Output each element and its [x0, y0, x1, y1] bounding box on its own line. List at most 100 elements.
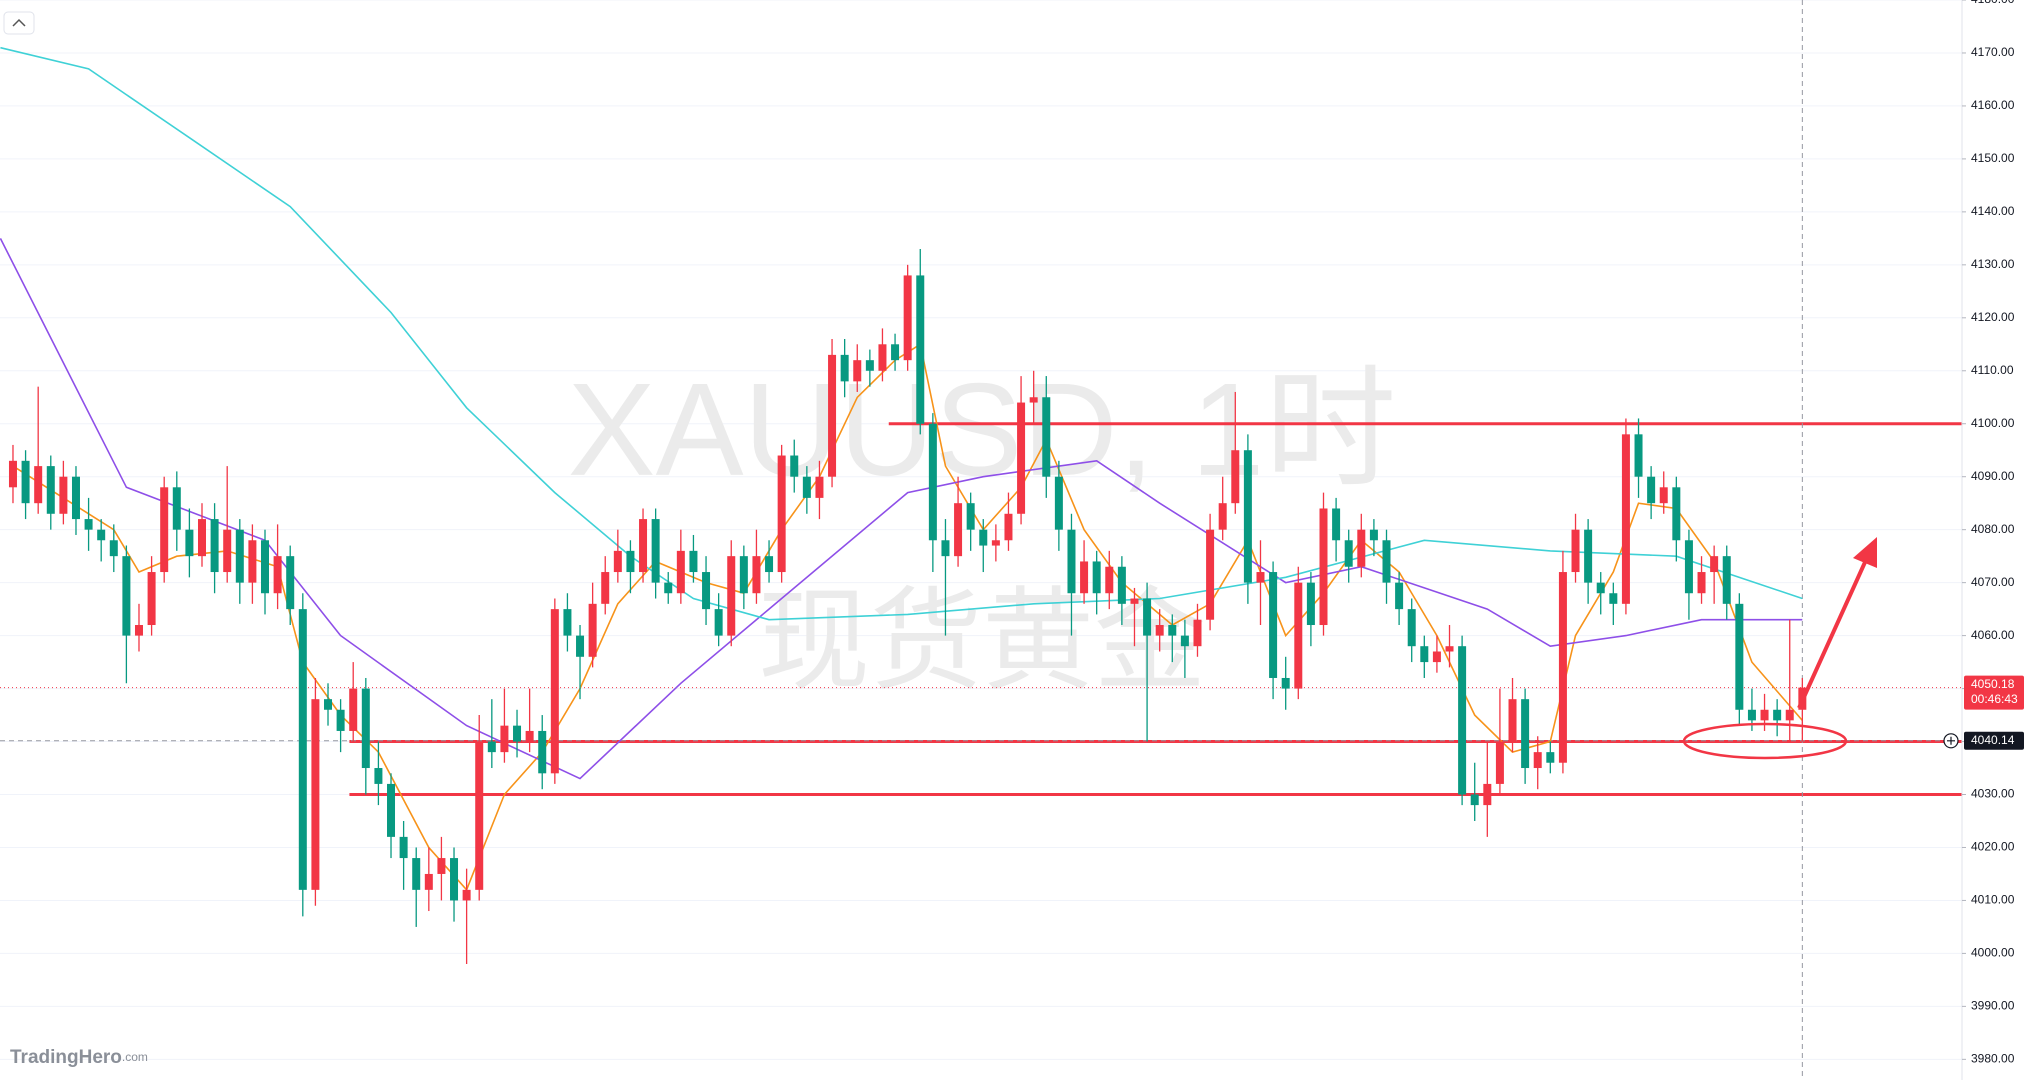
candle-body [248, 540, 257, 583]
candle-body [1760, 709, 1769, 721]
candle-body [1495, 741, 1504, 784]
candle-body [601, 572, 610, 604]
candle-body [1206, 529, 1215, 620]
candle-body [1445, 646, 1454, 652]
candle-body [777, 455, 786, 573]
candle-body [1571, 529, 1580, 573]
candle-body [450, 858, 459, 901]
candle-body [147, 572, 156, 626]
y-tick-label: 4170.00 [1971, 45, 2015, 59]
highlight-ellipse [1682, 722, 1848, 760]
candle-body [840, 354, 849, 382]
last-price-label: 4050.18 [1971, 677, 2015, 691]
y-tick-label: 4130.00 [1971, 257, 2015, 271]
candle-body [1105, 566, 1114, 594]
last-price-badge [1964, 675, 2024, 710]
candle-body [59, 476, 68, 514]
candle-body [891, 344, 900, 361]
y-tick-label: 4160.00 [1971, 98, 2015, 112]
moving-average-line [0, 46, 1803, 621]
candle-body [1458, 646, 1467, 795]
candle-body [1168, 625, 1177, 636]
candle-body [134, 625, 143, 636]
candle-body [1684, 540, 1693, 594]
candle-body [1306, 582, 1315, 626]
candle-body [109, 540, 118, 557]
y-tick-label: 4030.00 [1971, 787, 2015, 801]
candle-body [878, 344, 887, 371]
candle-body [1672, 487, 1681, 541]
candle-body [1269, 572, 1278, 678]
y-tick-label: 4140.00 [1971, 204, 2015, 218]
candle-body [1773, 709, 1782, 721]
candle-body [538, 730, 547, 774]
candle-body [752, 556, 761, 594]
candle-body [790, 455, 799, 477]
candle-body [1029, 397, 1038, 403]
candle-body [437, 858, 446, 874]
candle-body [651, 519, 660, 583]
candle-body [1067, 529, 1076, 594]
candle-body [1634, 434, 1643, 477]
candle-body [1621, 434, 1630, 604]
candle-body [1747, 709, 1756, 721]
candle-body [1546, 752, 1555, 763]
candle-body [1294, 582, 1303, 689]
candle-body [626, 550, 635, 573]
candle-body [8, 460, 17, 488]
candle-body [739, 556, 748, 594]
candle-body [1432, 651, 1441, 663]
candle-body [1395, 582, 1404, 610]
candle-body [979, 529, 988, 546]
y-tick-label: 4020.00 [1971, 840, 2015, 854]
brand-logo: TradingHero.com [10, 1047, 148, 1068]
candle-body [550, 609, 559, 774]
candle-body [1735, 603, 1744, 710]
candle-body [1193, 619, 1202, 647]
candle-body [1004, 513, 1013, 541]
candle-body [223, 529, 232, 573]
y-tick-label: 4180.00 [1971, 0, 2015, 6]
candle-body [21, 460, 30, 504]
candle-body [1508, 699, 1517, 742]
candle-body [1697, 572, 1706, 594]
candle-body [1130, 598, 1139, 604]
candle-body [1281, 677, 1290, 689]
candle-body [500, 725, 509, 753]
candle-body [46, 466, 55, 514]
candle-body [273, 556, 282, 594]
candle-body [1710, 556, 1719, 573]
candle-body [1722, 556, 1731, 604]
candle-body [336, 709, 345, 731]
candle-body [1584, 529, 1593, 583]
crosshair-badge [1964, 731, 2024, 750]
candle-body [903, 275, 912, 361]
candle-body [412, 858, 421, 890]
candle-body [487, 741, 496, 753]
candle-body [1483, 783, 1492, 806]
collapse-icon [12, 18, 26, 27]
candle-body [714, 609, 723, 636]
candle-body [1117, 566, 1126, 604]
plot-layer [0, 0, 1962, 1080]
candle-body [1382, 540, 1391, 583]
candle-body [576, 635, 585, 657]
y-tick-label: 3980.00 [1971, 1052, 2015, 1066]
moving-average-line [0, 238, 1803, 780]
candle-body [122, 556, 131, 636]
arrow-shaft [1797, 559, 1868, 709]
candle-body [298, 609, 307, 890]
price-axis: 3980.00 3990.00 4000.00 4010.00 4020.00 4030.… [1961, 0, 2027, 1080]
candle-body [1647, 476, 1656, 504]
y-tick-label: 4060.00 [1971, 628, 2015, 642]
candle-body [71, 476, 80, 520]
candle-body [261, 540, 270, 594]
candle-body [588, 603, 597, 657]
candle-body [991, 540, 1000, 546]
candle-body [311, 699, 320, 890]
y-tick-label: 4120.00 [1971, 310, 2015, 324]
collapse-button[interactable] [3, 11, 35, 35]
y-tick-label: 4000.00 [1971, 946, 2015, 960]
candle-body [664, 582, 673, 594]
